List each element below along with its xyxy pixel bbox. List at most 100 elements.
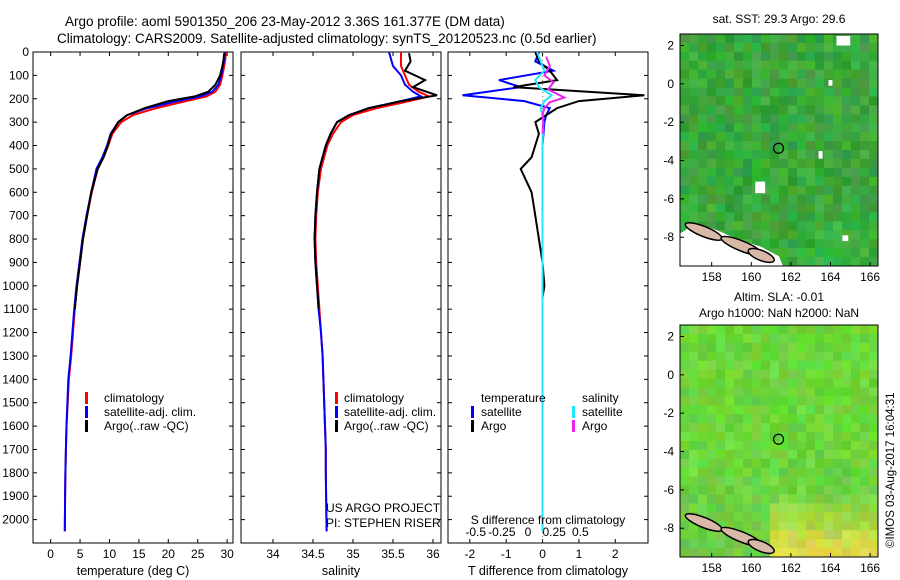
map-cell (806, 351, 816, 362)
map-cell (851, 194, 861, 205)
map-cell (689, 167, 699, 178)
map-cell (707, 333, 717, 344)
map-cell (815, 203, 825, 214)
map-cell (842, 351, 852, 362)
map-cell (725, 42, 735, 53)
map-cell (788, 221, 798, 231)
map-cell (698, 387, 708, 397)
map-cell (698, 167, 708, 178)
map-cell (824, 257, 834, 266)
map-cell (680, 150, 690, 160)
map-cell (734, 378, 744, 389)
map-cell (680, 351, 690, 362)
map-cell (797, 257, 807, 266)
map-x-tick-label: 166 (860, 270, 880, 284)
y-tick-label: 600 (9, 185, 29, 199)
map-cell (743, 141, 753, 151)
map-cell (779, 423, 789, 433)
map-cell (761, 239, 771, 249)
map-cell (698, 539, 708, 549)
map-cell (869, 503, 878, 513)
map-cell (788, 141, 798, 151)
map-cell (842, 423, 852, 433)
map-cell (752, 485, 762, 496)
map-cell (698, 203, 708, 214)
map-cell (725, 221, 735, 231)
map-cell (680, 494, 690, 505)
map-cell (806, 467, 816, 478)
map-cell (761, 387, 771, 397)
map-cell (707, 185, 717, 196)
map-cell (833, 176, 843, 187)
map-cell (851, 414, 861, 424)
map-cell (734, 467, 744, 478)
map-cell (707, 467, 717, 478)
map-cell (815, 342, 825, 353)
map-cell (824, 221, 834, 231)
map-cell (833, 212, 843, 222)
map-cell (752, 387, 762, 397)
map-cell (815, 248, 825, 258)
map-cell (815, 158, 825, 169)
map-cell (833, 51, 843, 62)
map-cell (752, 467, 762, 478)
map-cell (680, 414, 690, 424)
map-cell (761, 194, 771, 205)
map-cell (770, 449, 780, 460)
map-cell (779, 548, 789, 557)
map-cell (770, 176, 780, 187)
y-tick-label: 1300 (2, 349, 29, 363)
x-tick-label: 0 (539, 547, 546, 561)
map-cell (797, 414, 807, 424)
map-cell (842, 458, 852, 469)
map-cell (725, 60, 735, 71)
map-cell (761, 342, 771, 353)
x-tick-label-top: 0 (525, 525, 532, 539)
map-cell (734, 458, 744, 469)
map-cell (707, 221, 717, 231)
map-cell (761, 221, 771, 231)
legend-label-climatology: climatology (104, 391, 164, 405)
map-cell (815, 387, 825, 397)
map-cell (851, 167, 861, 178)
map-cell (779, 325, 789, 335)
map-cell (824, 34, 834, 44)
map-cell (779, 114, 789, 124)
map-cell (806, 539, 816, 549)
map-cell (743, 230, 753, 240)
map-cell (716, 123, 726, 133)
map-cell (707, 476, 717, 487)
map-cell (761, 60, 771, 71)
map-cell (752, 96, 762, 106)
map-cell (824, 69, 834, 80)
map-cell (743, 167, 753, 178)
map-cell (833, 230, 843, 240)
map-cell (842, 512, 852, 522)
map-cell (707, 494, 717, 505)
map-cell (833, 467, 843, 478)
map-cell (743, 360, 753, 371)
missing-data-patch (818, 150, 823, 159)
map-cell (851, 248, 861, 258)
map-cell (788, 449, 798, 460)
map-cell (707, 503, 717, 513)
map-cell (752, 494, 762, 505)
map-cell (734, 521, 744, 531)
map-cell (860, 441, 870, 451)
map-cell (725, 423, 735, 433)
map-cell (707, 87, 717, 98)
map-cell (851, 96, 861, 106)
map-cell (869, 150, 878, 160)
map-cell (815, 114, 825, 124)
map-cell (851, 114, 861, 124)
map-cell (734, 423, 744, 433)
map-cell (869, 476, 878, 487)
map-cell (680, 132, 690, 142)
map-cell (833, 342, 843, 353)
map-cell (707, 369, 717, 380)
map-cell (779, 530, 789, 540)
map-cell (761, 185, 771, 196)
map-cell (689, 485, 699, 496)
map-cell (734, 69, 744, 80)
map-cell (743, 441, 753, 451)
